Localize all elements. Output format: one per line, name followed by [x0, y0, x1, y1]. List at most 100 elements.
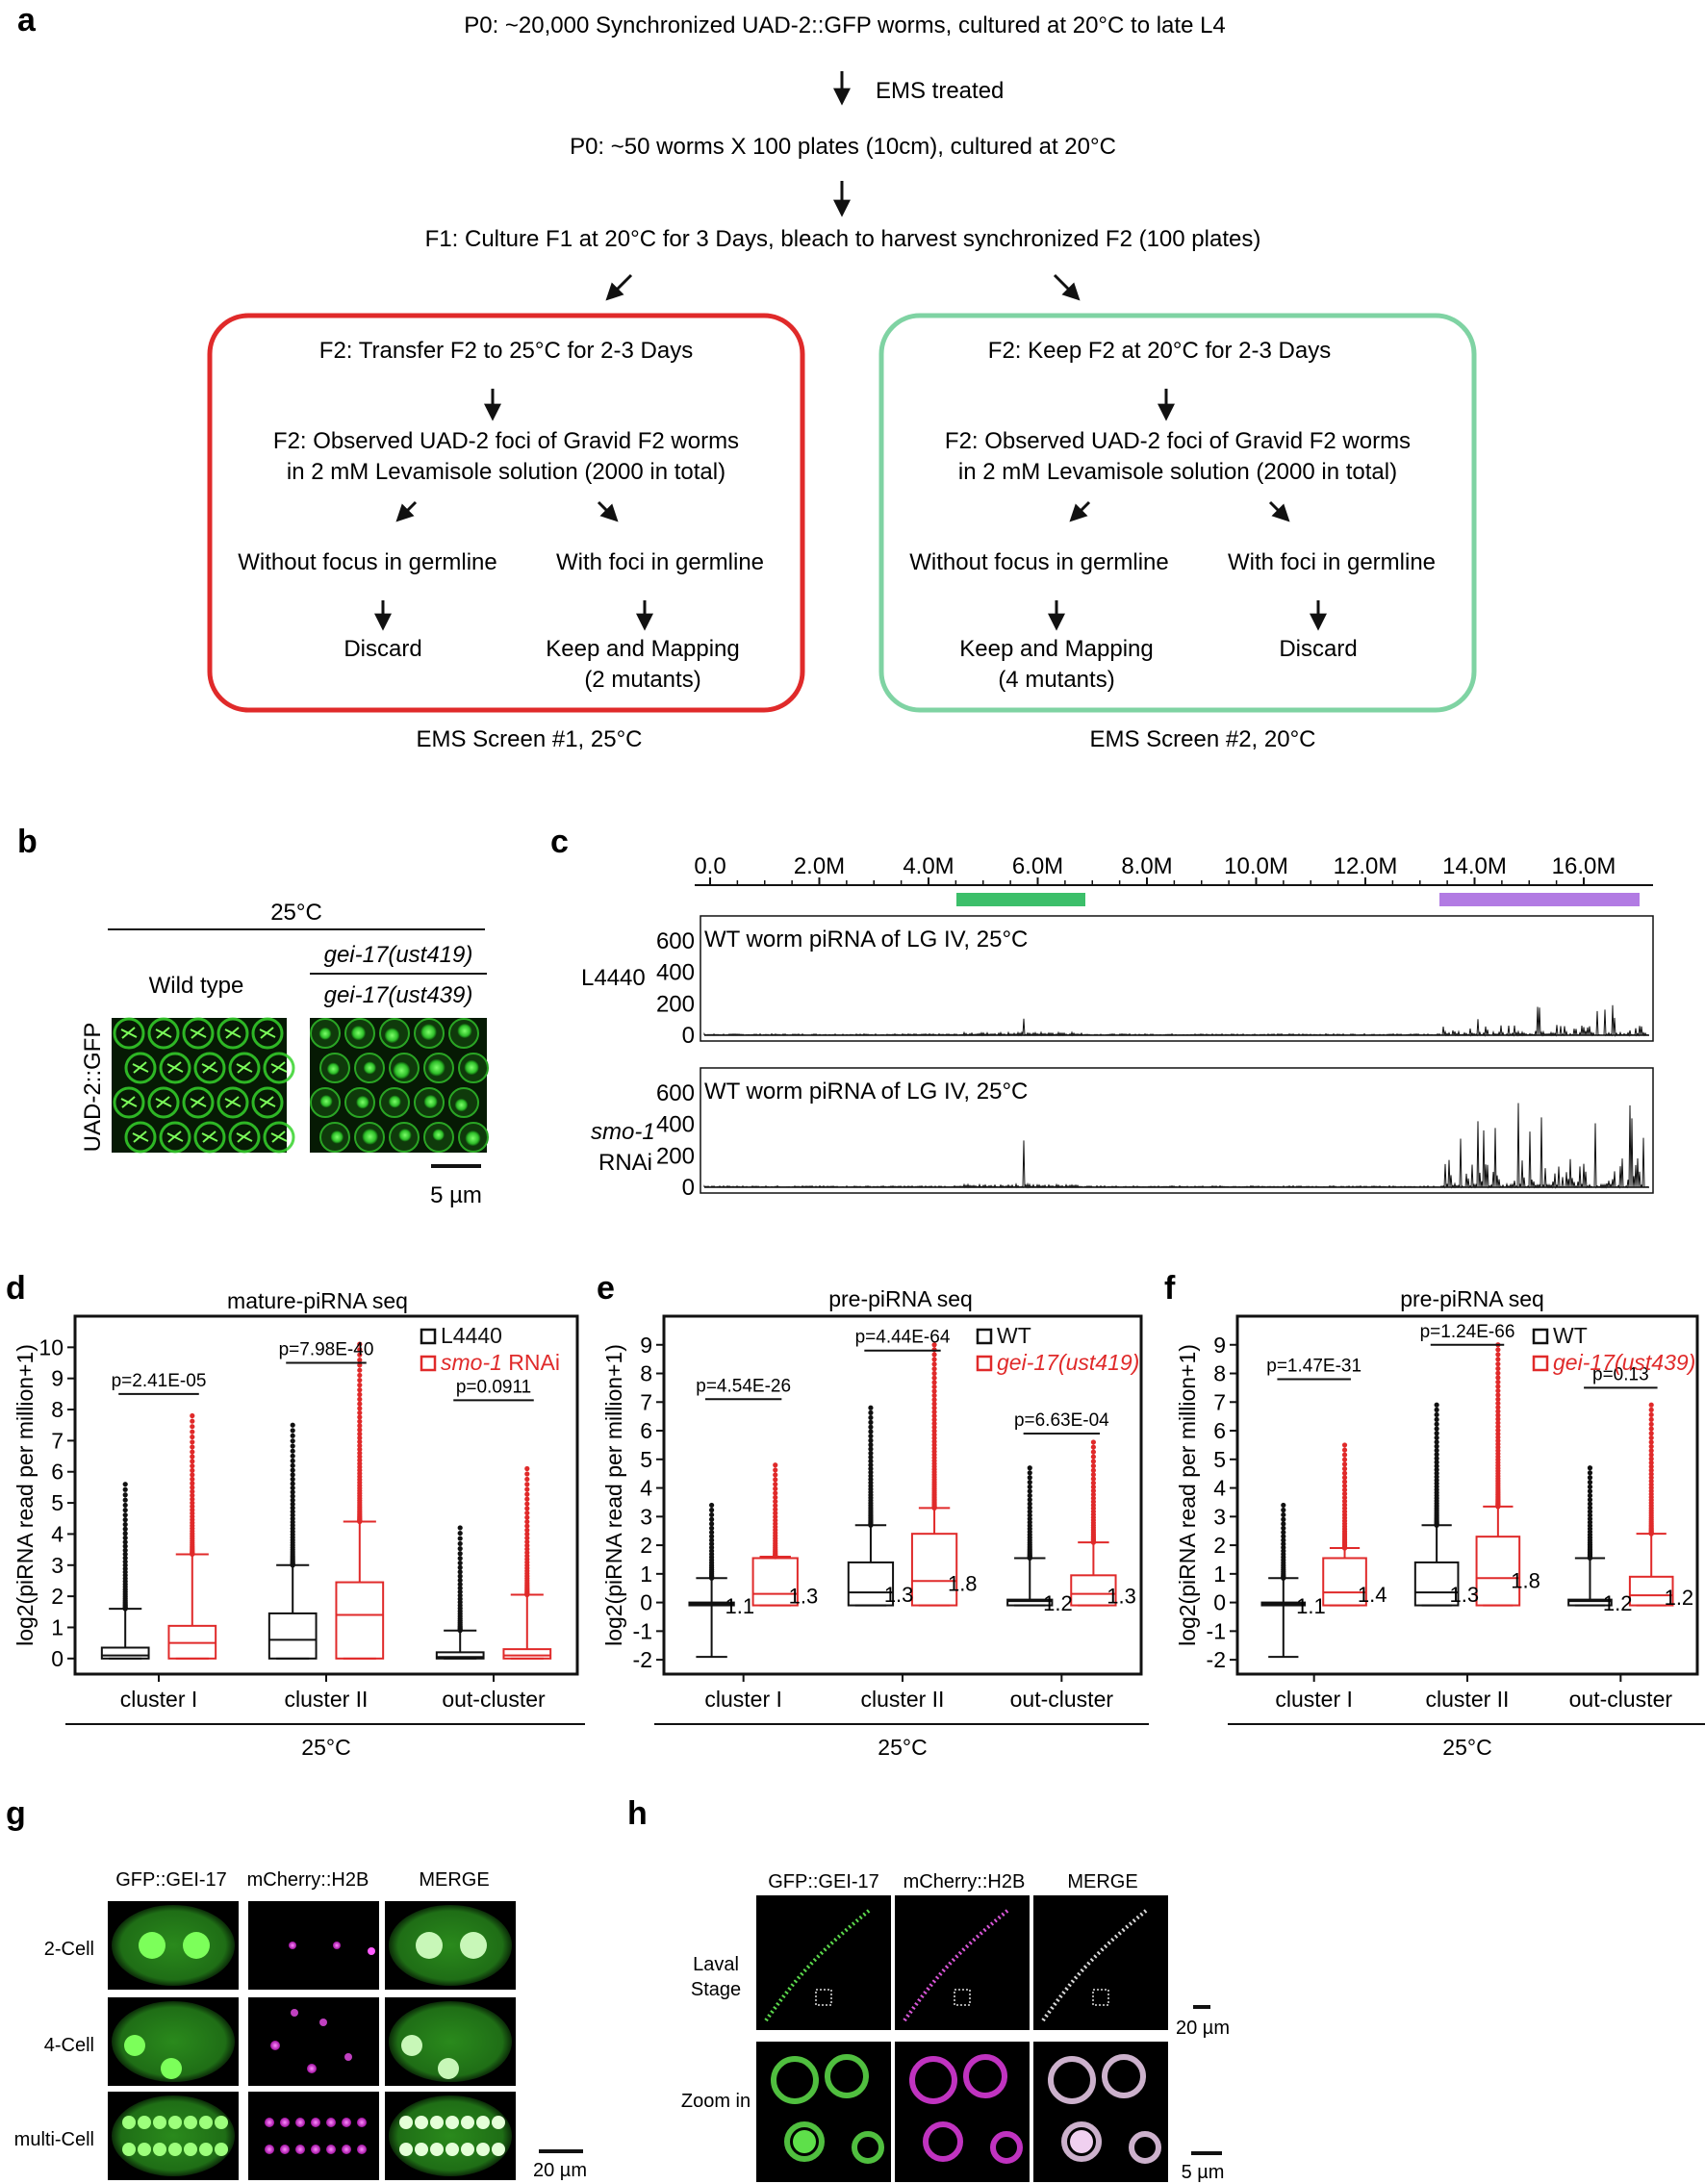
median-value-label: 1.3 — [1450, 1583, 1480, 1607]
outlier-point — [1495, 1435, 1501, 1440]
nucleus — [193, 1121, 226, 1154]
outlier-point — [357, 1454, 363, 1460]
outlier-point — [1495, 1400, 1501, 1407]
outlier-point — [190, 1412, 195, 1419]
outlier-point — [122, 1512, 128, 1518]
outlier-point — [1495, 1416, 1501, 1422]
gfp-focus — [362, 1129, 378, 1145]
outlier-point — [524, 1538, 530, 1545]
outlier-point — [357, 1396, 363, 1402]
outlier-point — [773, 1490, 778, 1496]
outlier-point — [357, 1377, 363, 1384]
outlier-point — [357, 1409, 363, 1416]
embryo — [389, 1905, 512, 1986]
nucleus — [193, 1052, 226, 1084]
nucleus-signal — [295, 2118, 305, 2127]
track-y-tick: 400 — [656, 960, 695, 986]
outlier-point — [1587, 1519, 1593, 1525]
nucleus-signal — [492, 2143, 505, 2156]
y-tick-label: 0 — [640, 1590, 652, 1615]
panel-g-letter: g — [6, 1795, 26, 1832]
outlier-point — [931, 1375, 937, 1381]
screen2-box — [878, 313, 1477, 713]
y-tick-label: 3 — [1213, 1504, 1226, 1529]
outlier-point — [357, 1450, 363, 1456]
outlier-point — [1027, 1509, 1032, 1514]
panel-c-letter: c — [550, 824, 569, 860]
pvalue-label: p=7.98E-40 — [279, 1340, 374, 1360]
outlier-point — [868, 1459, 874, 1464]
outlier-point — [122, 1517, 128, 1523]
nucleus-signal — [1129, 2131, 1161, 2164]
outlier-point — [1090, 1463, 1096, 1469]
panel-g-row-2: 4-Cell — [44, 2035, 94, 2056]
outlier-point — [457, 1530, 463, 1536]
nucleus-signal — [311, 2118, 320, 2127]
outlier-point — [1495, 1437, 1501, 1444]
panel-g-col-1: GFP::GEI-17 — [115, 1869, 227, 1891]
outlier-point — [524, 1510, 530, 1516]
panel-h-col-1: GFP::GEI-17 — [768, 1871, 879, 1892]
outlier-point — [1027, 1484, 1032, 1489]
median-value-label: 1.4 — [1358, 1583, 1387, 1607]
nucleus-signal — [307, 2064, 317, 2073]
embryo — [112, 2001, 235, 2082]
outlier-point — [931, 1392, 937, 1399]
legend-label: smo-1 RNAi — [441, 1350, 560, 1375]
nucleus — [147, 1086, 180, 1119]
outlier-point — [773, 1486, 778, 1491]
nucleus-signal — [311, 2145, 320, 2154]
box-smo-1-rnai-0 — [167, 1412, 217, 1660]
chromosome — [260, 1096, 274, 1108]
outlier-point — [773, 1507, 778, 1512]
legend-label: gei-17(ust439) — [1553, 1350, 1695, 1375]
chromosome — [121, 1096, 136, 1108]
outlier-point — [1027, 1480, 1032, 1486]
y-tick-label: 1 — [640, 1562, 652, 1587]
outlier-point — [524, 1550, 530, 1556]
x-tick-label: cluster I — [704, 1687, 782, 1712]
outlier-point — [122, 1486, 128, 1492]
track2-label-1: smo-1 — [591, 1119, 655, 1145]
outlier-point — [1281, 1534, 1286, 1539]
embryo — [389, 2095, 512, 2176]
outlier-point — [1495, 1412, 1501, 1418]
screen2-observe-2: in 2 mM Levamisole solution (2000 in tot… — [958, 459, 1397, 485]
y-tick-label: 3 — [640, 1504, 652, 1529]
outlier-point — [1090, 1480, 1096, 1486]
chromosome — [156, 1027, 170, 1039]
nucleus — [216, 1086, 249, 1119]
outlier-point — [931, 1424, 937, 1431]
median-value-label: 1.1 — [725, 1594, 754, 1618]
nucleus-signal — [326, 2118, 336, 2127]
y-axis-label: log2(piRNA read per million+1) — [13, 1344, 38, 1646]
outlier-point — [1281, 1530, 1286, 1536]
nucleus — [228, 1052, 261, 1084]
legend-swatch — [420, 1355, 437, 1372]
nucleus-signal — [319, 2019, 327, 2026]
outlier-point — [290, 1462, 295, 1468]
panel-h-col-3: MERGE — [1067, 1871, 1137, 1892]
outlier-point — [1648, 1411, 1654, 1418]
outlier-point — [1027, 1465, 1032, 1471]
embryo — [112, 1905, 235, 1986]
outlier-point — [1341, 1447, 1348, 1453]
outlier-point — [122, 1539, 128, 1545]
y-tick-label: 2 — [51, 1584, 64, 1609]
outlier-point — [931, 1438, 937, 1444]
worm-germline — [764, 1907, 873, 2022]
panel-d-letter: d — [6, 1270, 26, 1307]
outlier-point — [1495, 1405, 1501, 1410]
outlier-point — [122, 1535, 128, 1541]
outlier-point — [357, 1362, 363, 1368]
outlier-point — [357, 1446, 363, 1453]
pvalue-label: p=6.63E-04 — [1014, 1410, 1109, 1431]
y-tick-label: 3 — [51, 1553, 64, 1578]
y-tick-label: 7 — [51, 1428, 64, 1453]
pvalue-label: p=0.0911 — [456, 1377, 531, 1397]
box-smo-1-rnai-1 — [335, 1341, 385, 1660]
outlier-point — [290, 1497, 295, 1503]
outlier-point — [190, 1459, 195, 1464]
outlier-point — [1495, 1375, 1501, 1381]
outlier-point — [1090, 1495, 1096, 1501]
